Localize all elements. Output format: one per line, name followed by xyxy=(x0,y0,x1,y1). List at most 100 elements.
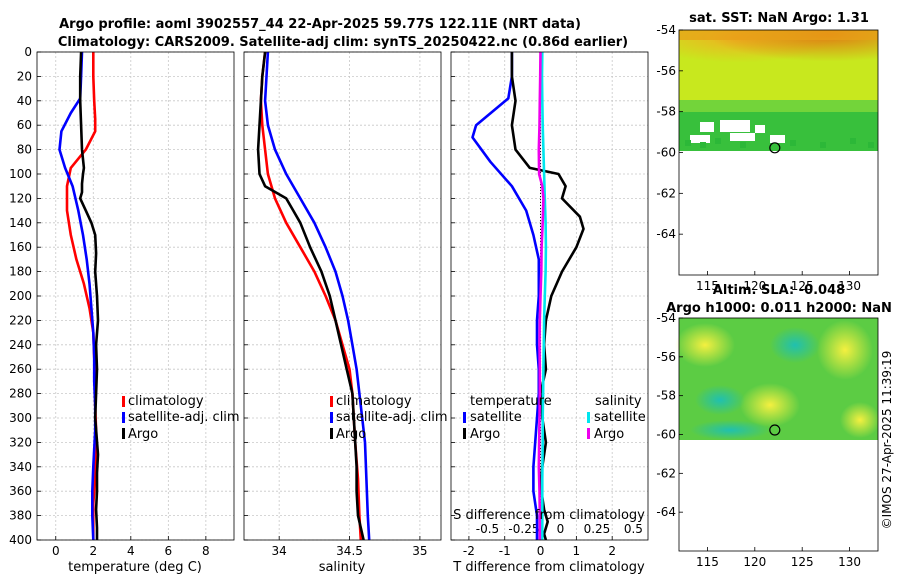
x-tick-label: -2 xyxy=(463,544,475,558)
difference-frame xyxy=(450,51,649,541)
sla-map: Altim. SLA: -0.048 Argo h1000: 0.011 h20… xyxy=(656,283,891,569)
timestamp-footer: ©IMOS 27-Apr-2025 11:39:19 xyxy=(880,351,894,530)
legend-swatch-argo xyxy=(330,428,333,439)
map-x-tick-label: 130 xyxy=(838,279,861,293)
map-x-tick-label: 115 xyxy=(696,555,719,569)
y-tick-label: 60 xyxy=(17,118,32,132)
legend-swatch-argo xyxy=(122,428,125,439)
legend-label: satellite-adj. clim xyxy=(336,410,448,425)
map-x-tick-label: 125 xyxy=(791,555,814,569)
y-tick-label: 260 xyxy=(9,362,32,376)
y-tick-label: 200 xyxy=(9,289,32,303)
y-tick-label: 340 xyxy=(9,460,32,474)
top-x-tick-label: -0.5 xyxy=(476,522,499,536)
x-tick-label: 34.5 xyxy=(336,544,363,558)
y-tick-label: 160 xyxy=(9,240,32,254)
sla-map-title: Altim. SLA: -0.048 xyxy=(713,283,845,298)
x-tick-label: 2 xyxy=(608,544,616,558)
sst-argo-location-marker xyxy=(769,142,781,154)
y-tick-label: 0 xyxy=(24,45,32,59)
map-x-tick-label: 125 xyxy=(791,279,814,293)
x-tick-label: 8 xyxy=(202,544,210,558)
difference-series xyxy=(471,52,585,540)
series-line-argo xyxy=(78,52,100,540)
legend-label: climatology xyxy=(128,394,204,409)
y-tick-label: 140 xyxy=(9,216,32,230)
legend-swatch-climatology xyxy=(122,396,125,407)
map-x-tick-label: 120 xyxy=(743,555,766,569)
s-difference-top-label: S difference from climatology xyxy=(453,508,645,523)
map-y-tick-label: -60 xyxy=(656,146,676,160)
sla-map-axes: 115 120 125 130 -54 -56 -58 -60 -62 -64 xyxy=(656,311,861,569)
x-tick-label: 2 xyxy=(89,544,97,558)
map-x-tick-label: 120 xyxy=(743,279,766,293)
y-tick-label: 400 xyxy=(9,533,32,547)
y-tick-label: 300 xyxy=(9,411,32,425)
y-tick-label: 240 xyxy=(9,338,32,352)
sst-map: sat. SST: NaN Argo: 1.31 115 120 125 130 -54… xyxy=(656,11,879,293)
sla-argo-location-marker xyxy=(769,424,781,436)
legend-label: Argo xyxy=(470,427,500,442)
series-line-temperature-satellite xyxy=(471,52,541,540)
legend-label: Argo xyxy=(594,427,624,442)
y-tick-label: 360 xyxy=(9,484,32,498)
x-tick-label: 4 xyxy=(127,544,135,558)
map-y-tick-label: -54 xyxy=(656,311,676,325)
map-x-tick-label: 130 xyxy=(838,555,861,569)
series-line-satellite-adj-clim xyxy=(263,52,371,540)
map-y-tick-label: -54 xyxy=(656,23,676,37)
y-tick-label: 180 xyxy=(9,265,32,279)
difference-xlabel: T difference from climatology xyxy=(452,560,645,575)
top-x-tick-label: 0 xyxy=(557,522,565,536)
x-tick-label: 34 xyxy=(272,544,287,558)
temperature-series xyxy=(58,52,100,540)
salinity-panel: 34 34.5 35 xyxy=(243,51,442,558)
x-tick-label: 0 xyxy=(537,544,545,558)
map-y-tick-label: -62 xyxy=(656,186,676,200)
sst-map-title: sat. SST: NaN Argo: 1.31 xyxy=(689,11,869,26)
legend-swatch-satellite xyxy=(330,412,333,423)
map-y-tick-label: -58 xyxy=(656,389,676,403)
temperature-panel: 0204060801001201401601802002202402602803… xyxy=(9,45,235,558)
top-x-tick-label: 0.5 xyxy=(624,522,643,536)
y-tick-label: 40 xyxy=(17,94,32,108)
legend-swatch-s-argo xyxy=(587,428,590,439)
x-tick-label: 35 xyxy=(412,544,427,558)
x-tick-label: 6 xyxy=(165,544,173,558)
series-line-salinity-argo xyxy=(537,52,545,540)
temperature-xlabel: temperature (deg C) xyxy=(68,560,202,575)
map-y-tick-label: -56 xyxy=(656,350,676,364)
map-y-tick-label: -64 xyxy=(656,227,676,241)
legend-label: satellite-adj. clim xyxy=(128,410,240,425)
top-x-tick-label: 0.25 xyxy=(584,522,611,536)
map-y-tick-label: -62 xyxy=(656,466,676,480)
legend-label: Argo xyxy=(128,427,158,442)
sst-map-axes: 115 120 125 130 -54 -56 -58 -60 -62 -64 xyxy=(656,23,861,293)
legend-label: Argo xyxy=(336,427,366,442)
y-tick-label: 320 xyxy=(9,435,32,449)
map-y-tick-label: -60 xyxy=(656,428,676,442)
series-line-argo xyxy=(256,52,365,540)
y-tick-label: 220 xyxy=(9,313,32,327)
y-tick-label: 120 xyxy=(9,191,32,205)
series-line-climatology xyxy=(65,52,98,540)
legend-swatch-climatology xyxy=(330,396,333,407)
difference-panel: -2 -1 0 1 2-0.5 -0.25 0 0.25 0.5 xyxy=(450,51,649,558)
salinity-frame xyxy=(243,51,442,541)
sst-missing-data xyxy=(690,120,785,143)
legend-title-salinity: salinity xyxy=(595,394,642,409)
legend-swatch-t-argo xyxy=(463,428,466,439)
temperature-legend: climatology satellite-adj. clim Argo xyxy=(122,394,240,442)
legend-swatch-s-satellite xyxy=(587,412,590,423)
series-line-salinity-satellite xyxy=(540,52,548,540)
y-tick-label: 100 xyxy=(9,167,32,181)
map-y-tick-label: -58 xyxy=(656,105,676,119)
x-tick-label: 0 xyxy=(52,544,60,558)
map-y-tick-label: -56 xyxy=(656,64,676,78)
salinity-series xyxy=(256,52,371,540)
chart-subtitle: Climatology: CARS2009. Satellite-adj cli… xyxy=(58,35,628,50)
map-x-tick-label: 115 xyxy=(696,279,719,293)
chart-title: Argo profile: aoml 3902557_44 22-Apr-202… xyxy=(59,17,581,32)
legend-title-temperature: temperature xyxy=(470,394,552,409)
